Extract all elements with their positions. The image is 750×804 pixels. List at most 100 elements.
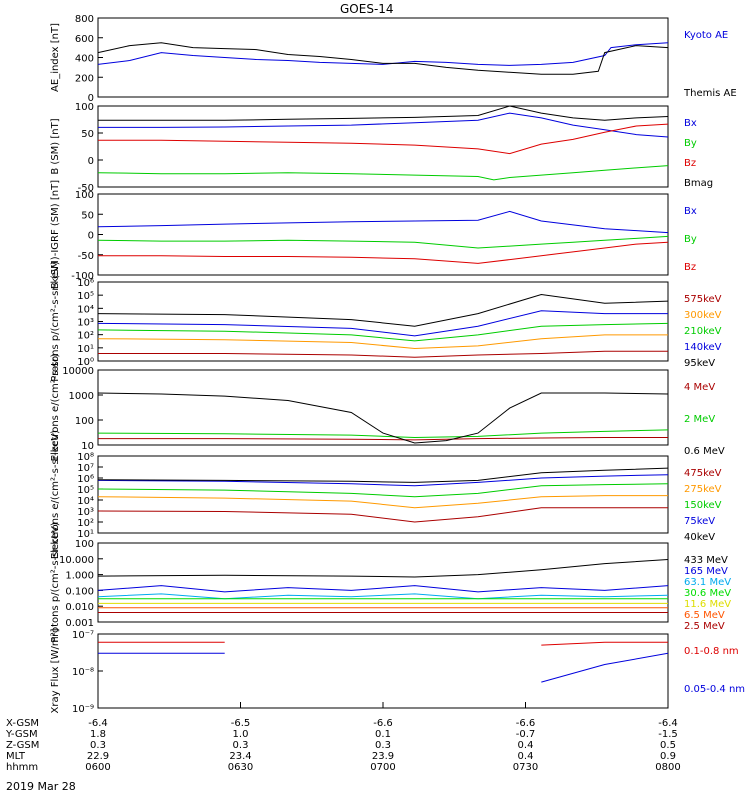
x-row-value: 0730 <box>513 762 538 773</box>
series-line-bz <box>98 123 669 155</box>
series-line-40kev <box>97 467 669 483</box>
x-row-value: 23.9 <box>372 751 394 762</box>
y-tick-label: 0 <box>88 156 94 167</box>
series-line-bx <box>98 112 669 138</box>
y-tick-label: 100 <box>75 539 94 550</box>
legend-entry: 433 MeV <box>684 555 728 566</box>
series-line-140kev <box>97 310 668 337</box>
legend-entry: 275keV <box>684 484 722 495</box>
legend-entry: 30.6 MeV <box>684 588 731 599</box>
y-tick-label: 10 <box>81 441 94 452</box>
legend-entry: 165 MeV <box>684 566 728 577</box>
y-tick-label: 0 <box>88 93 94 104</box>
y-tick-label: 200 <box>75 73 94 84</box>
legend-entry: Bx <box>684 206 697 217</box>
legend-entry: 2 MeV <box>684 414 715 425</box>
x-row-value: -6.6 <box>373 718 393 729</box>
x-row-value: -0.7 <box>516 729 536 740</box>
x-row-value: -6.6 <box>516 718 536 729</box>
x-row-value: 1.0 <box>233 729 249 740</box>
legend-entry: 63.1 MeV <box>684 577 731 588</box>
y-tick-label: 10⁶ <box>77 474 94 485</box>
y-tick-label: -50 <box>78 183 94 194</box>
y-axis-label: Xray Flux [W/m²] <box>50 628 61 713</box>
x-row-value: -6.4 <box>658 718 678 729</box>
panel-2: -50 0 50 100 B (SM) [nT] Bx By Bz Bmag <box>50 102 713 194</box>
x-row-value: 0.4 <box>518 740 534 751</box>
series-line-150kev <box>97 483 669 498</box>
x-row-value: 0.4 <box>518 751 534 762</box>
series-line-0-6-mev <box>97 392 669 444</box>
series-line-bx <box>97 210 669 234</box>
y-tick-label: 10³ <box>77 318 94 329</box>
x-row-value: 22.9 <box>87 751 109 762</box>
x-row-label: MLT <box>6 751 26 762</box>
panel-frame <box>97 369 669 446</box>
series-line-themis-ae <box>97 42 669 75</box>
date-label: 2019 Mar 28 <box>6 780 76 793</box>
y-tick-label: 10⁰ <box>77 357 94 368</box>
legend-entry: 0.05-0.4 nm <box>684 684 745 695</box>
legend-entry: 140keV <box>684 342 722 353</box>
series-line-by <box>97 235 669 249</box>
x-row-value: 0700 <box>370 762 395 773</box>
series-line-95kev <box>97 293 669 327</box>
y-tick-label: 10⁵ <box>77 291 94 302</box>
series-line-75kev <box>97 474 669 487</box>
legend-entry: 95keV <box>684 358 715 369</box>
series-line-bmag <box>98 105 669 121</box>
y-tick-label: 10⁻⁷ <box>72 630 94 641</box>
x-row-value: 1.8 <box>90 729 106 740</box>
panel-1: 0 200 400 600 800 AE_index [nT] Kyoto AE Themis… <box>50 14 737 104</box>
legend-entry: By <box>684 234 697 245</box>
y-tick-label: -100 <box>71 271 94 282</box>
y-tick-label: 800 <box>75 14 94 25</box>
y-tick-label: 10⁷ <box>77 463 94 474</box>
x-row-label: Z-GSM <box>6 740 39 751</box>
x-row-value: 0.5 <box>660 740 676 751</box>
series-line-433-mev <box>97 559 669 578</box>
panel-3: -100 -50 0 50 100 B (SM)-IGRF (SM) [nT] Bx By Bz <box>50 180 697 289</box>
series-line-0-1-0-8-nm <box>98 641 668 646</box>
panel-frame <box>97 105 669 188</box>
series-line-2-mev <box>97 429 669 439</box>
y-tick-label: 10⁶ <box>77 278 94 289</box>
x-row-label: hhmm <box>6 762 38 773</box>
legend-entry: Bz <box>684 262 696 273</box>
y-tick-label: 10⁻⁹ <box>72 704 94 715</box>
x-row-value: -6.5 <box>231 718 251 729</box>
x-row-label: Y-GSM <box>5 729 38 740</box>
x-row-value: 0800 <box>655 762 680 773</box>
y-tick-label: 0.010 <box>65 602 94 613</box>
series-line-300kev <box>97 334 668 350</box>
y-tick-label: 10¹ <box>77 344 94 355</box>
legend-entry: 2.5 MeV <box>684 621 725 632</box>
legend-entry: By <box>684 138 697 149</box>
legend-entry: 75keV <box>684 516 715 527</box>
y-tick-label: 10000 <box>62 366 94 377</box>
panel-frame <box>97 281 669 362</box>
y-tick-label: 10³ <box>77 507 94 518</box>
panel-7: 0.001 0.010 0.100 1.000 10.000 100 Protons p/(… <box>50 522 731 643</box>
x-row-label: X-GSM <box>6 718 39 729</box>
y-tick-label: 0 <box>88 231 94 242</box>
x-row-value: -1.5 <box>658 729 678 740</box>
series-line-63-1-mev <box>97 593 669 600</box>
y-tick-label: -50 <box>78 251 94 262</box>
y-axis-label: B (SM) [nT] <box>50 118 61 174</box>
y-tick-label: 400 <box>75 54 94 65</box>
series-line-bz <box>98 241 669 264</box>
y-axis-label: AE_index [nT] <box>50 23 61 92</box>
series-line-575kev <box>98 350 668 358</box>
y-tick-label: 0.100 <box>65 586 94 597</box>
legend-entry: Bmag <box>684 178 713 189</box>
x-row-value: 0.3 <box>233 740 249 751</box>
panel-frame <box>97 455 669 534</box>
series-line-165-mev <box>97 585 669 593</box>
y-tick-label: 10⁻⁸ <box>72 667 94 678</box>
y-axis-label: B (SM)-IGRF (SM) [nT] <box>50 180 61 289</box>
legend-entry: 4 MeV <box>684 382 715 393</box>
